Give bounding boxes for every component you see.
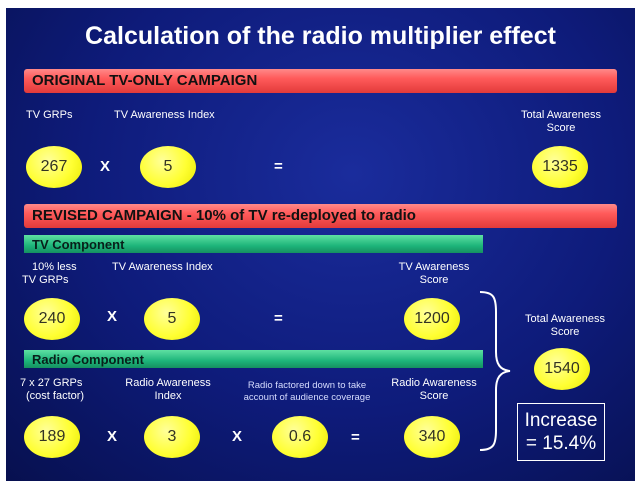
- tv-score-label: TV Awareness Score: [384, 261, 484, 287]
- original-total-label: Total Awareness Score: [506, 109, 616, 135]
- tv-score-value: 1200: [404, 298, 460, 340]
- tv-index-label: TV Awareness Index: [112, 261, 213, 273]
- radio-score-value: 340: [404, 416, 460, 458]
- radio-index-label-line1: Radio Awareness: [125, 377, 211, 389]
- radio-score-label-line2: Score: [419, 390, 449, 402]
- tv-equals-sign: =: [274, 310, 283, 327]
- original-index-label: TV Awareness Index: [114, 109, 215, 121]
- original-grps-value: 267: [26, 146, 82, 188]
- radio-index-label-line2: Index: [154, 390, 182, 402]
- increase-label: Increase: [524, 410, 598, 431]
- radio-equals-sign: =: [351, 429, 360, 446]
- original-grps-label: TV GRPs: [26, 109, 73, 121]
- tv-score-label-line2: Score: [419, 274, 449, 286]
- increase-value: = 15.4%: [525, 433, 597, 454]
- tv-multiply-sign: X: [107, 308, 118, 325]
- increase-box: Increase = 15.4%: [517, 403, 605, 461]
- tv-grps-value: 240: [24, 298, 80, 340]
- original-equals-sign: =: [274, 158, 283, 175]
- radio-index-label: Radio Awareness Index: [118, 377, 218, 403]
- original-total-label-line1: Total Awareness: [521, 109, 601, 121]
- radio-score-label-line1: Radio Awareness: [391, 377, 477, 389]
- radio-component-heading: Radio Component: [32, 352, 144, 367]
- revised-campaign-heading: REVISED CAMPAIGN - 10% of TV re-deployed…: [32, 207, 416, 224]
- radio-grps-value: 189: [24, 416, 80, 458]
- radio-factor-value: 0.6: [272, 416, 328, 458]
- original-index-value: 5: [140, 146, 196, 188]
- radio-index-value: 3: [144, 416, 200, 458]
- tv-grps-label-line2: TV GRPs: [22, 274, 69, 286]
- radio-factor-label-line2: account of audience coverage: [243, 392, 371, 403]
- radio-multiply-sign-2: X: [232, 428, 243, 445]
- revised-total-label: Total Awareness Score: [510, 313, 620, 339]
- original-campaign-banner: ORIGINAL TV-ONLY CAMPAIGN: [24, 69, 617, 93]
- revised-total-label-line1: Total Awareness: [525, 313, 605, 325]
- radio-grps-label-line2: (cost factor): [26, 390, 85, 402]
- radio-multiply-sign-1: X: [107, 428, 118, 445]
- original-total-label-line2: Score: [546, 122, 576, 134]
- original-total-value: 1335: [532, 146, 588, 188]
- slide-title: Calculation of the radio multiplier effe…: [85, 22, 556, 50]
- revised-total-label-line2: Score: [550, 326, 580, 338]
- tv-component-banner: TV Component: [24, 235, 483, 253]
- radio-grps-label: 7 x 27 GRPs (cost factor): [20, 377, 100, 403]
- slide: Calculation of the radio multiplier effe…: [6, 8, 635, 481]
- radio-component-banner: Radio Component: [24, 350, 483, 368]
- tv-component-heading: TV Component: [32, 237, 125, 252]
- revised-campaign-banner: REVISED CAMPAIGN - 10% of TV re-deployed…: [24, 204, 617, 228]
- revised-total-value: 1540: [534, 348, 590, 390]
- sum-brace: [479, 291, 511, 451]
- radio-factor-label: Radio factored down to take account of a…: [232, 380, 382, 404]
- radio-score-label: Radio Awareness Score: [378, 377, 490, 403]
- tv-score-label-line1: TV Awareness: [398, 261, 470, 273]
- original-campaign-heading: ORIGINAL TV-ONLY CAMPAIGN: [32, 72, 258, 89]
- tv-grps-label-line1: 10% less: [32, 261, 77, 273]
- original-multiply-sign: X: [100, 158, 111, 175]
- radio-factor-label-line1: Radio factored down to take: [247, 380, 367, 391]
- tv-grps-label: 10% less TV GRPs: [22, 261, 82, 287]
- tv-index-value: 5: [144, 298, 200, 340]
- radio-grps-label-line1: 7 x 27 GRPs: [20, 377, 83, 389]
